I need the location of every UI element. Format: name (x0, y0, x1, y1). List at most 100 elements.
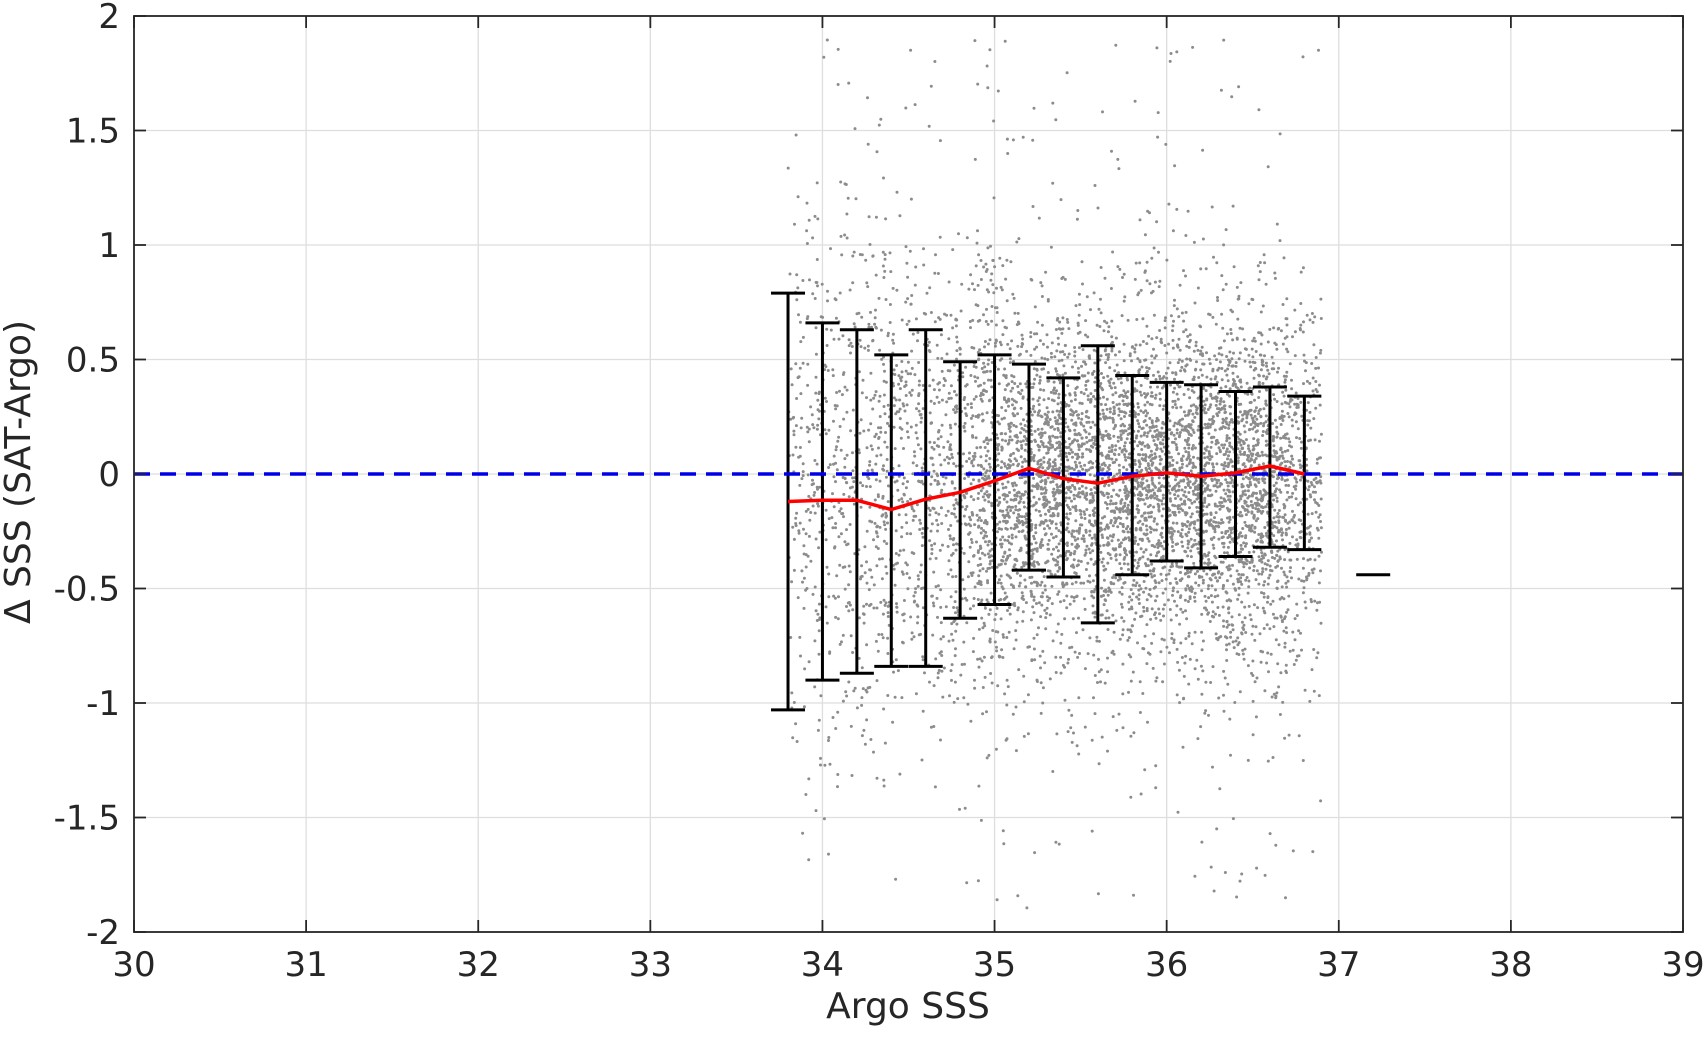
scatter-point (1053, 416, 1057, 420)
scatter-point (1183, 369, 1187, 373)
scatter-point (1215, 481, 1219, 485)
scatter-point (1117, 402, 1121, 406)
scatter-point (1138, 490, 1142, 494)
scatter-point (973, 288, 976, 292)
scatter-point (1144, 414, 1148, 418)
scatter-point (1106, 374, 1110, 378)
scatter-point (816, 423, 820, 427)
scatter-point (795, 273, 799, 277)
scatter-point (800, 477, 804, 481)
scatter-point (1209, 513, 1213, 516)
scatter-point (1223, 407, 1227, 411)
scatter-point (1199, 267, 1203, 271)
scatter-point (1035, 345, 1039, 349)
scatter-point (1106, 330, 1110, 334)
scatter-point (938, 139, 942, 143)
scatter-point (1265, 388, 1268, 392)
scatter-point (809, 405, 813, 409)
scatter-point (909, 372, 913, 376)
scatter-point (823, 763, 827, 767)
scatter-point (831, 492, 834, 496)
scatter-point (1072, 468, 1076, 472)
scatter-point (1152, 439, 1156, 443)
scatter-point (1042, 495, 1046, 499)
scatter-point (1101, 438, 1105, 442)
scatter-point (985, 710, 988, 714)
scatter-point (1275, 347, 1279, 351)
scatter-point (1172, 549, 1176, 552)
scatter-point (863, 571, 867, 575)
scatter-point (1242, 541, 1246, 545)
scatter-point (1278, 488, 1281, 492)
scatter-point (860, 391, 864, 395)
scatter-point (1143, 270, 1147, 274)
scatter-point (1222, 339, 1226, 343)
scatter-point (970, 406, 973, 409)
scatter-point (942, 384, 946, 387)
scatter-point (998, 563, 1002, 567)
scatter-point (1058, 320, 1062, 324)
scatter-point (1071, 455, 1074, 459)
scatter-point (1199, 349, 1203, 353)
scatter-point (1224, 228, 1228, 232)
scatter-point (1104, 353, 1108, 357)
scatter-point (1291, 335, 1294, 339)
scatter-point (898, 426, 902, 430)
scatter-point (1279, 447, 1283, 451)
scatter-point (827, 517, 831, 521)
scatter-point (1291, 519, 1295, 523)
scatter-point (1067, 657, 1070, 661)
scatter-point (982, 521, 986, 525)
scatter-point (931, 633, 935, 637)
scatter-point (1225, 439, 1229, 443)
scatter-point (910, 637, 914, 641)
scatter-point (1055, 389, 1058, 393)
scatter-point (1127, 536, 1131, 540)
scatter-point (1308, 699, 1312, 703)
scatter-point (1262, 583, 1266, 587)
scatter-point (845, 212, 849, 216)
scatter-point (1298, 437, 1302, 440)
scatter-point (797, 529, 801, 533)
scatter-point (1197, 583, 1201, 587)
scatter-point (1033, 377, 1037, 381)
scatter-point (979, 563, 983, 566)
scatter-point (940, 488, 944, 492)
scatter-point (1108, 416, 1112, 420)
scatter-point (1203, 711, 1207, 715)
scatter-point (1181, 509, 1185, 512)
scatter-point (1046, 358, 1050, 361)
scatter-point (977, 665, 981, 669)
scatter-point (886, 403, 890, 407)
scatter-point (1059, 350, 1062, 354)
scatter-point (1172, 586, 1175, 590)
scatter-point (1045, 451, 1049, 455)
scatter-point (851, 281, 855, 285)
scatter-point (1299, 400, 1303, 404)
scatter-point (1171, 399, 1175, 403)
scatter-point (1167, 572, 1171, 576)
scatter-point (1107, 446, 1111, 450)
scatter-point (1215, 462, 1219, 466)
scatter-point (1216, 299, 1220, 302)
scatter-point (1172, 485, 1176, 489)
scatter-point (1285, 585, 1289, 589)
scatter-point (1157, 285, 1161, 289)
scatter-point (1119, 376, 1123, 380)
scatter-point (1251, 298, 1255, 302)
scatter-point (1225, 447, 1229, 451)
scatter-point (834, 615, 838, 619)
scatter-point (1287, 594, 1291, 598)
scatter-point (817, 546, 821, 550)
scatter-point (1158, 397, 1162, 401)
scatter-point (1261, 382, 1265, 385)
scatter-point (1108, 410, 1112, 414)
scatter-point (1168, 491, 1172, 495)
scatter-point (1118, 637, 1122, 641)
scatter-point (936, 437, 940, 441)
scatter-point (1093, 535, 1097, 539)
scatter-point (1162, 662, 1166, 666)
scatter-point (1229, 753, 1232, 757)
scatter-point (900, 525, 904, 529)
scatter-point (962, 640, 966, 644)
